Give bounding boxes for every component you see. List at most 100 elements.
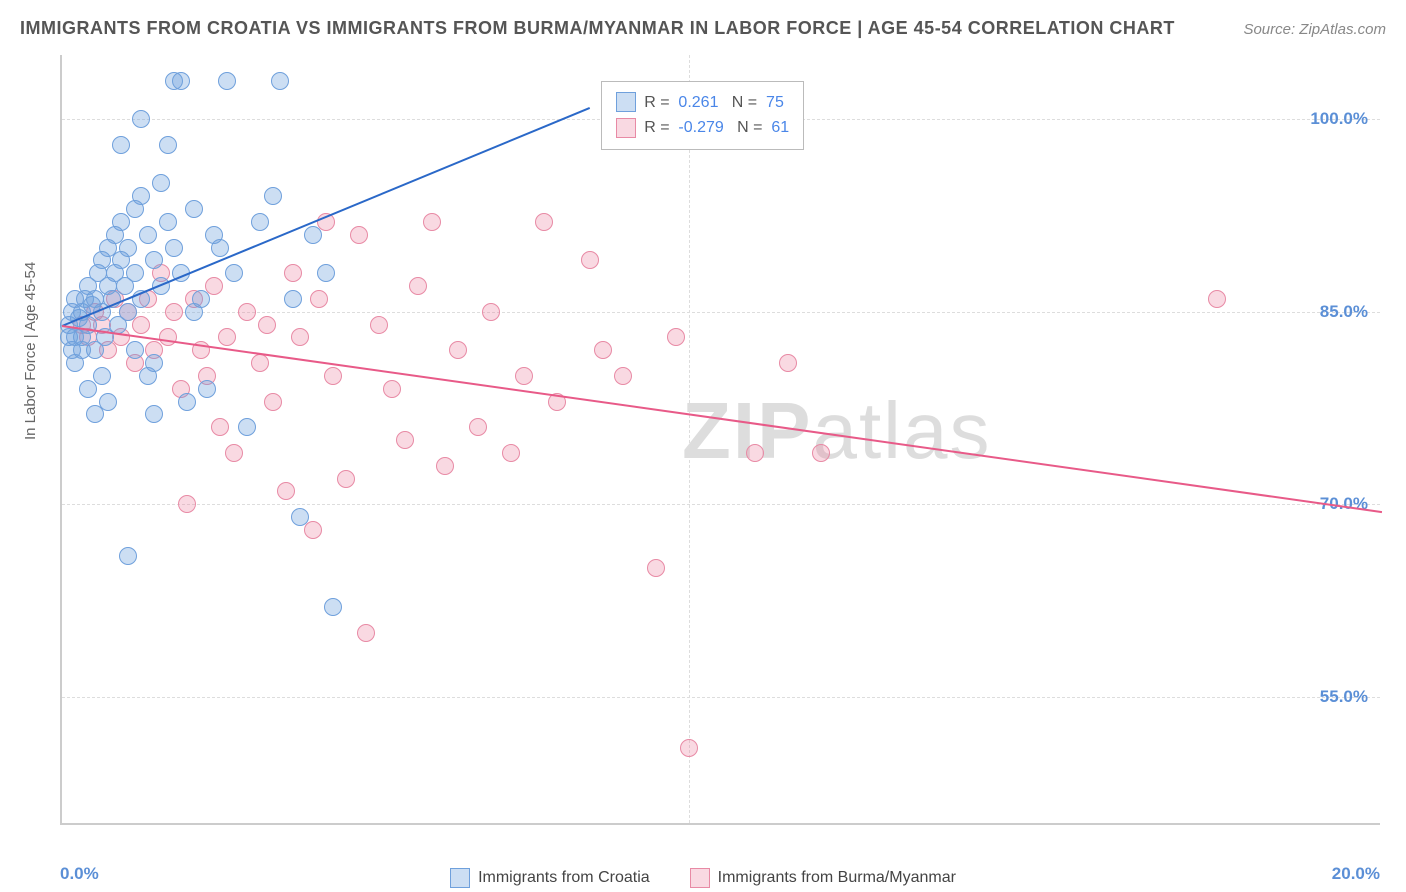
correlation-text: R = -0.279 N = 61 [644, 115, 789, 141]
scatter-point-a [112, 136, 130, 154]
scatter-point-b [535, 213, 553, 231]
scatter-point-a [145, 251, 163, 269]
scatter-point-a [324, 598, 342, 616]
y-tick-label: 100.0% [1310, 109, 1368, 129]
scatter-point-b [396, 431, 414, 449]
scatter-point-a [126, 341, 144, 359]
scatter-point-a [126, 264, 144, 282]
scatter-point-b [594, 341, 612, 359]
scatter-point-b [482, 303, 500, 321]
scatter-point-b [291, 328, 309, 346]
y-tick-label: 55.0% [1320, 687, 1368, 707]
correlation-box: R = 0.261 N = 75R = -0.279 N = 61 [601, 81, 804, 150]
scatter-point-b [310, 290, 328, 308]
scatter-point-a [159, 136, 177, 154]
scatter-point-b [409, 277, 427, 295]
x-tick-label: 0.0% [60, 864, 99, 884]
scatter-point-a [60, 328, 78, 346]
source-label: Source: ZipAtlas.com [1243, 21, 1386, 38]
scatter-point-a [86, 405, 104, 423]
scatter-point-b [218, 328, 236, 346]
scatter-point-a [139, 226, 157, 244]
legend-label: Immigrants from Croatia [478, 869, 650, 887]
scatter-point-a [291, 508, 309, 526]
scatter-point-a [317, 264, 335, 282]
scatter-point-b [383, 380, 401, 398]
gridline-h [62, 312, 1380, 313]
scatter-point-b [324, 367, 342, 385]
scatter-point-b [284, 264, 302, 282]
scatter-point-b [337, 470, 355, 488]
scatter-point-a [304, 226, 322, 244]
scatter-point-a [238, 418, 256, 436]
scatter-point-b [304, 521, 322, 539]
bottom-legend: Immigrants from Croatia Immigrants from B… [0, 868, 1406, 888]
scatter-point-a [132, 187, 150, 205]
scatter-point-b [258, 316, 276, 334]
scatter-point-b [225, 444, 243, 462]
scatter-point-b [667, 328, 685, 346]
scatter-point-b [251, 354, 269, 372]
y-tick-label: 85.0% [1320, 302, 1368, 322]
scatter-point-a [145, 405, 163, 423]
scatter-point-a [211, 239, 229, 257]
scatter-point-a [264, 187, 282, 205]
scatter-point-a [119, 239, 137, 257]
scatter-point-b [1208, 290, 1226, 308]
scatter-point-b [178, 495, 196, 513]
scatter-point-a [225, 264, 243, 282]
scatter-point-b [423, 213, 441, 231]
scatter-point-a [198, 380, 216, 398]
swatch-icon [690, 868, 710, 888]
gridline-v [689, 55, 690, 823]
scatter-point-a [251, 213, 269, 231]
scatter-point-b [812, 444, 830, 462]
scatter-point-b [581, 251, 599, 269]
scatter-point-b [132, 316, 150, 334]
scatter-point-b [211, 418, 229, 436]
scatter-point-a [159, 213, 177, 231]
legend-label: Immigrants from Burma/Myanmar [718, 869, 956, 887]
scatter-point-b [277, 482, 295, 500]
gridline-h [62, 697, 1380, 698]
scatter-point-a [218, 72, 236, 90]
scatter-point-a [132, 110, 150, 128]
legend-item: Immigrants from Burma/Myanmar [690, 868, 956, 888]
watermark: ZIPatlas [682, 385, 991, 477]
scatter-point-b [746, 444, 764, 462]
gridline-h [62, 504, 1380, 505]
correlation-row: R = 0.261 N = 75 [616, 90, 789, 116]
scatter-point-a [165, 239, 183, 257]
scatter-point-b [357, 624, 375, 642]
scatter-point-b [502, 444, 520, 462]
scatter-point-a [271, 72, 289, 90]
x-tick-label: 20.0% [1332, 864, 1380, 884]
scatter-point-b [515, 367, 533, 385]
scatter-plot: ZIPatlas 55.0%70.0%85.0%100.0% [60, 55, 1380, 825]
trendline-b [62, 325, 1382, 513]
scatter-point-a [119, 547, 137, 565]
scatter-point-b [614, 367, 632, 385]
scatter-point-b [350, 226, 368, 244]
chart-title: IMMIGRANTS FROM CROATIA VS IMMIGRANTS FR… [20, 18, 1175, 39]
scatter-point-a [284, 290, 302, 308]
legend-item: Immigrants from Croatia [450, 868, 650, 888]
scatter-point-a [152, 174, 170, 192]
scatter-point-a [145, 354, 163, 372]
swatch-icon [616, 118, 636, 138]
scatter-point-b [264, 393, 282, 411]
scatter-point-b [159, 328, 177, 346]
scatter-point-b [449, 341, 467, 359]
correlation-text: R = 0.261 N = 75 [644, 90, 784, 116]
scatter-point-b [647, 559, 665, 577]
scatter-point-a [79, 380, 97, 398]
scatter-point-b [779, 354, 797, 372]
scatter-point-b [238, 303, 256, 321]
scatter-point-b [370, 316, 388, 334]
scatter-point-b [436, 457, 454, 475]
scatter-point-b [469, 418, 487, 436]
swatch-icon [616, 92, 636, 112]
scatter-point-a [178, 393, 196, 411]
scatter-point-a [185, 200, 203, 218]
y-axis-label: In Labor Force | Age 45-54 [22, 262, 39, 440]
